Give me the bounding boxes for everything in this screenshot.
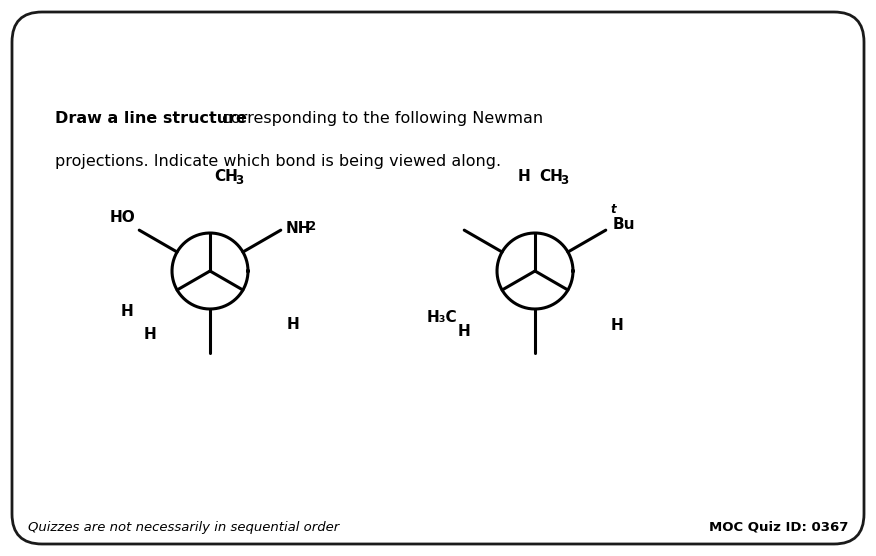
Text: NH: NH	[286, 221, 311, 236]
Text: H: H	[144, 327, 156, 342]
Text: corresponding to the following Newman: corresponding to the following Newman	[217, 111, 543, 126]
Text: projections. Indicate which bond is being viewed along.: projections. Indicate which bond is bein…	[55, 154, 501, 169]
Text: H: H	[611, 318, 624, 333]
Text: Bu: Bu	[612, 217, 635, 232]
Text: 2: 2	[307, 220, 314, 233]
Text: H: H	[458, 324, 470, 339]
Text: H: H	[286, 317, 300, 332]
Text: HO: HO	[110, 210, 135, 225]
Text: Quizzes are not necessarily in sequential order: Quizzes are not necessarily in sequentia…	[28, 521, 339, 534]
Text: 3: 3	[235, 174, 244, 187]
Text: CH: CH	[214, 169, 238, 184]
Text: Draw a line structure: Draw a line structure	[55, 111, 247, 126]
Text: H: H	[517, 169, 530, 184]
Text: H₃C: H₃C	[427, 310, 457, 325]
Text: 3: 3	[560, 174, 569, 187]
FancyBboxPatch shape	[12, 12, 864, 544]
Text: t: t	[611, 203, 617, 216]
Text: MOC Quiz ID: 0367: MOC Quiz ID: 0367	[709, 521, 848, 534]
Text: H: H	[121, 304, 133, 319]
Text: CH: CH	[539, 169, 563, 184]
